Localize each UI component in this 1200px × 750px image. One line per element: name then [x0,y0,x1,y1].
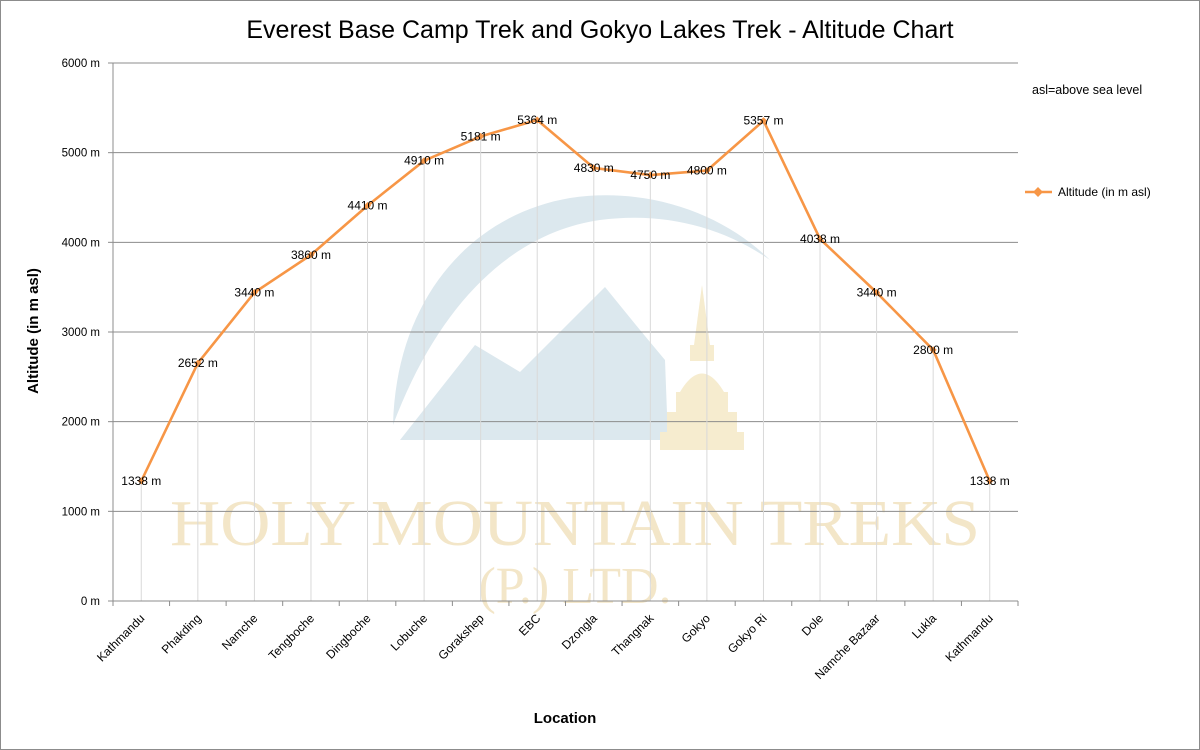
series-altitude [137,116,994,485]
data-label: 2652 m [178,356,218,370]
data-label: 4910 m [404,154,444,168]
data-label: 2800 m [913,343,953,357]
y-tick-label: 0 m [81,596,100,608]
data-label: 4410 m [348,199,388,213]
y-tick-label: 5000 m [62,148,100,160]
x-tick-label: Tengboche [266,611,318,663]
watermark-company-suffix: (P.) LTD. [478,558,671,615]
x-tick-label: Kathmandu [94,611,147,664]
x-tick-label: Dzongla [559,611,600,652]
data-label: 3440 m [234,286,274,300]
chart-title: Everest Base Camp Trek and Gokyo Lakes T… [246,16,953,44]
legend-diamond-marker-icon [1033,187,1043,197]
watermark-stupa-icon [660,285,744,450]
data-label: 3440 m [857,286,897,300]
data-point [986,477,994,485]
x-tick-label: Thangnak [609,611,657,659]
data-point [250,289,258,297]
data-point [477,132,485,140]
data-point [759,117,768,125]
data-point [929,346,937,354]
watermark-company-name: HOLY MOUNTAIN TREKS [170,487,980,560]
data-label: 4750 m [630,168,670,182]
x-axis-title: Location [534,710,597,727]
x-tick-label: Dole [799,611,827,639]
legend-series-name: Altitude (in m asl) [1058,185,1151,199]
data-label: 4038 m [800,232,840,246]
data-label: 5181 m [461,129,501,143]
x-tick-label: Lukla [909,611,939,641]
y-tick-label: 4000 m [62,237,100,249]
data-point [194,359,202,367]
x-tick-label: Gokyo [679,611,714,646]
data-point [137,477,145,485]
y-tick-label: 6000 m [62,58,100,70]
y-tick-label: 2000 m [62,417,100,429]
x-axis-tick-labels: Kathmandu Phakding Namche Tengboche Dingboch… [94,611,996,682]
x-tick-label: Lobuche [388,611,431,654]
data-label: 1338 m [970,474,1010,488]
x-tick-label: Phakding [159,611,204,656]
y-axis-title: Altitude (in m asl) [25,268,42,394]
x-tick-label: Kathmandu [943,611,996,664]
data-point [703,167,711,175]
x-tick-label: EBC [516,611,544,639]
data-point [533,116,541,124]
data-point [816,235,824,243]
series-line [140,118,991,482]
y-tick-label: 1000 m [62,506,100,518]
watermark-mountain-icon [400,287,668,440]
axes [112,63,1019,606]
data-label: 5357 m [743,114,783,128]
asl-note: asl=above sea level [1032,83,1142,97]
data-point [590,164,598,172]
drop-lines [140,120,991,601]
data-label: 4800 m [687,164,727,178]
data-point [873,289,881,297]
data-point [646,171,654,179]
y-axis-tick-labels: 0 m 1000 m 2000 m 3000 m 4000 m 5000 m 6000 m [62,58,100,608]
data-label: 1338 m [121,474,161,488]
data-label: 5364 m [517,113,557,127]
data-label: 3860 m [291,248,331,262]
watermark-logo-icon: HOLY MOUNTAIN TREKS (P.) LTD. [170,195,980,615]
data-label: 4830 m [574,161,614,175]
y-tick-label: 3000 m [62,327,100,339]
watermark-arc-icon [393,195,770,425]
data-point [420,157,428,165]
data-point [363,202,372,210]
data-labels: 1338 m 2652 m 3440 m 3860 m 4410 m 4910 m 5181… [121,113,1009,488]
x-tick-label: Gokyo Ri [725,611,770,656]
x-tick-label: Dingboche [323,611,374,662]
gridlines [108,62,1018,602]
x-tick-label: Gorakshep [435,611,487,663]
x-tick-label: Namche [219,611,261,653]
legend: Altitude (in m asl) [1025,185,1151,199]
